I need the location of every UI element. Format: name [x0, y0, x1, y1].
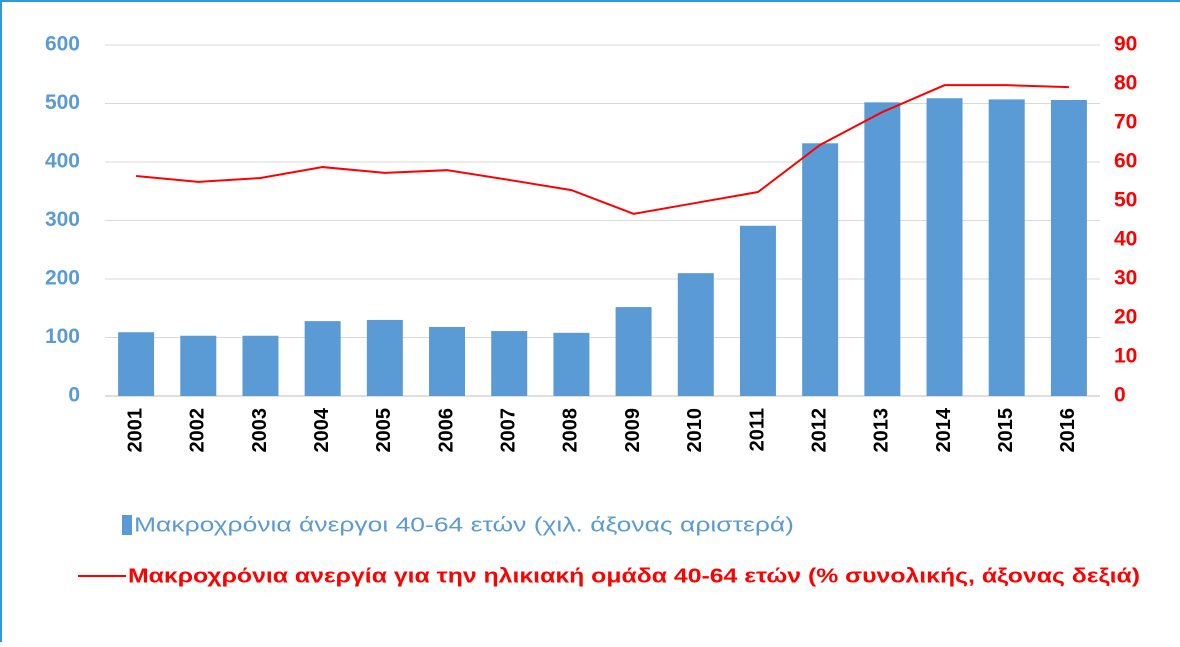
x-tick-label: 2015 [995, 408, 1017, 453]
y-tick-label: 300 [45, 208, 80, 231]
y-tick-label: 600 [45, 33, 80, 56]
y2-tick-label: 50 [1114, 189, 1137, 212]
bar [491, 331, 528, 396]
bar [180, 335, 217, 396]
legend-label: Μακροχρόνια άνεργοι 40-64 ετών (χιλ. άξο… [134, 514, 794, 536]
y2-tick-label: 60 [1114, 150, 1137, 173]
y2-tick-label: 0 [1114, 384, 1126, 407]
x-tick-label: 2009 [622, 408, 644, 453]
x-tick-label: 2001 [124, 408, 146, 453]
bar [802, 143, 839, 396]
x-tick-label: 2014 [933, 407, 955, 452]
x-tick-label: 2012 [808, 408, 830, 453]
line [136, 84, 1069, 215]
x-tick-label: 2016 [1057, 408, 1079, 453]
legend-label: Μακροχρόνια ανεργία για την ηλικιακή ομά… [128, 565, 1140, 587]
bar [429, 326, 466, 396]
x-tick-label: 2007 [498, 408, 520, 453]
bar [1050, 99, 1087, 397]
y2-tick-label: 70 [1114, 111, 1137, 134]
y-tick-label: 200 [45, 267, 80, 290]
bar [988, 99, 1025, 396]
bar [926, 98, 963, 397]
bar [118, 332, 155, 396]
bar [739, 225, 776, 396]
y2-tick-label: 20 [1114, 306, 1137, 329]
y2-tick-label: 10 [1114, 345, 1137, 368]
y2-tick-label: 90 [1114, 33, 1137, 56]
x-tick-label: 2013 [871, 408, 893, 453]
bar [677, 273, 714, 396]
bar [366, 319, 403, 396]
bar [864, 102, 901, 396]
x-tick-label: 2002 [187, 408, 209, 453]
y2-tick-label: 30 [1114, 267, 1137, 290]
bar [615, 307, 652, 396]
legend-swatch-bar [122, 515, 132, 535]
x-tick-label: 2011 [746, 408, 768, 451]
y2-tick-label: 40 [1114, 228, 1137, 251]
x-tick-label: 2005 [373, 408, 395, 453]
y-tick-label: 400 [45, 150, 80, 173]
x-tick-label: 2010 [684, 408, 706, 453]
x-tick-label: 2004 [311, 407, 333, 452]
y-tick-label: 500 [45, 91, 80, 114]
y2-tick-label: 80 [1114, 72, 1137, 95]
y-tick-label: 100 [45, 325, 80, 348]
y-tick-label: 0 [68, 384, 80, 407]
x-tick-label: 2003 [249, 408, 271, 453]
x-tick-label: 2006 [435, 408, 457, 453]
bar [553, 332, 590, 396]
bar [242, 335, 279, 396]
legend: Μακροχρόνια άνεργοι 40-64 ετών (χιλ. άξο… [78, 514, 1140, 587]
x-tick-label: 2008 [560, 408, 582, 453]
bar [304, 321, 341, 396]
